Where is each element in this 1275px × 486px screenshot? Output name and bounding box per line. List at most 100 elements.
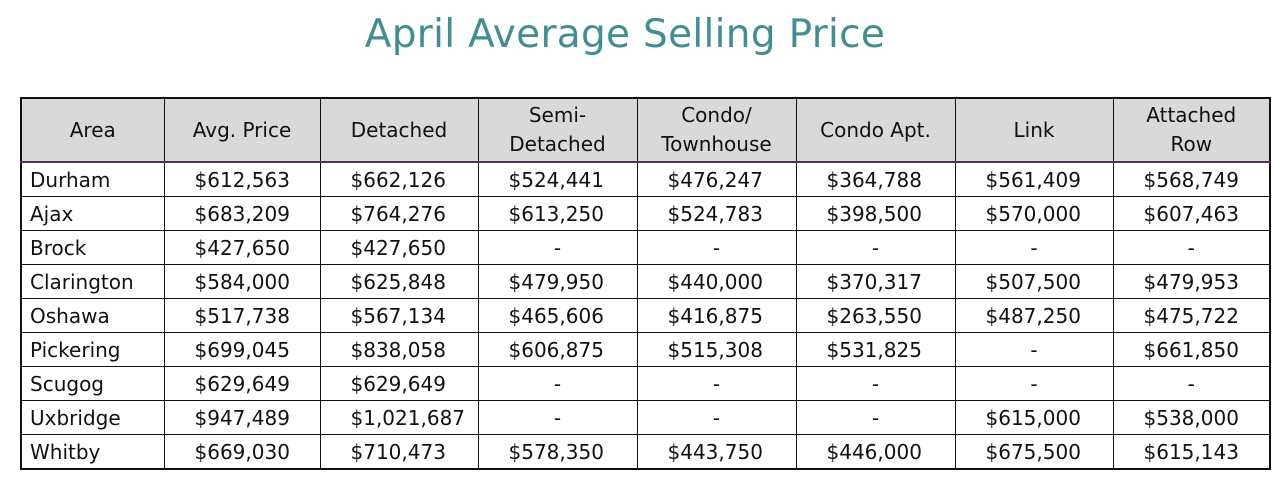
price-cell: $567,134: [319, 298, 479, 333]
price-cell: $669,030: [163, 434, 321, 470]
area-cell: Scugog: [20, 366, 165, 401]
price-cell: $479,950: [477, 264, 638, 299]
price-cell: $764,276: [319, 196, 479, 231]
table-row: Brock $427,650 $427,650- - - - -: [20, 230, 1271, 265]
area-cell: Oshawa: [20, 298, 165, 333]
price-cell: $427,650: [319, 230, 479, 265]
empty-value-cell: -: [795, 400, 956, 435]
table-row: Uxbridge $947,489 $1,021,687- - - $615,000 $53…: [20, 400, 1271, 435]
price-cell: $465,606: [477, 298, 638, 333]
table-row: Durham $612,563 $662,126 $524,441 $476,247 $3…: [20, 161, 1271, 197]
price-cell: $629,649: [163, 366, 321, 401]
column-header: Detached: [319, 97, 479, 163]
empty-value-cell: -: [795, 366, 956, 401]
price-cell: $615,143: [1112, 434, 1271, 470]
empty-value-cell: -: [954, 230, 1114, 265]
column-header: Semi- Detached: [477, 97, 638, 163]
table-row: Ajax $683,209 $764,276 $613,250 $524,783 $398…: [20, 196, 1271, 231]
price-cell: $446,000: [795, 434, 956, 470]
price-cell: $370,317: [795, 264, 956, 299]
column-header-label: Attached: [1146, 103, 1237, 127]
table-header: Area Avg. Price Detached Semi- Detached Condo…: [20, 97, 1271, 163]
column-header-label: Avg. Price: [192, 117, 292, 142]
empty-value-cell: -: [477, 230, 638, 265]
empty-value-cell: -: [636, 400, 797, 435]
table-body: Durham $612,563 $662,126 $524,441 $476,247 $3…: [20, 161, 1271, 470]
table-row: Whitby $669,030 $710,473 $578,350 $443,750 $4…: [20, 434, 1271, 470]
price-cell: $570,000: [954, 196, 1114, 231]
price-cell: $615,000: [954, 400, 1114, 435]
column-header-label: Townhouse: [661, 132, 772, 156]
area-cell: Clarington: [20, 264, 165, 299]
column-header-label: Condo Apt.: [820, 117, 931, 142]
price-cell: $568,749: [1112, 161, 1271, 197]
empty-value-cell: -: [954, 332, 1114, 367]
column-header: Attached Row: [1112, 97, 1271, 163]
column-header-label: Area: [69, 117, 116, 142]
price-cell: $607,463: [1112, 196, 1271, 231]
empty-value-cell: -: [477, 400, 638, 435]
empty-value-cell: -: [1112, 366, 1271, 401]
price-cell: $947,489: [163, 400, 321, 435]
price-cell: $838,058: [319, 332, 479, 367]
area-cell: Whitby: [20, 434, 165, 470]
price-cell: $531,825: [795, 332, 956, 367]
price-cell: $675,500: [954, 434, 1114, 470]
price-cell: $476,247: [636, 161, 797, 197]
price-cell: $524,441: [477, 161, 638, 197]
price-table: Area Avg. Price Detached Semi- Detached Condo…: [20, 97, 1271, 470]
price-cell: $710,473: [319, 434, 479, 470]
empty-value-cell: -: [636, 366, 797, 401]
area-cell: Brock: [20, 230, 165, 265]
price-cell: $625,848: [319, 264, 479, 299]
area-cell: Ajax: [20, 196, 165, 231]
table-row: Oshawa $517,738 $567,134 $465,606 $416,875 $2…: [20, 298, 1271, 333]
empty-value-cell: -: [477, 366, 638, 401]
price-cell: $416,875: [636, 298, 797, 333]
empty-value-cell: -: [1112, 230, 1271, 265]
price-cell: $440,000: [636, 264, 797, 299]
area-cell: Durham: [20, 161, 165, 197]
price-cell: $538,000: [1112, 400, 1271, 435]
price-cell: $427,650: [163, 230, 321, 265]
area-cell: Pickering: [20, 332, 165, 367]
empty-value-cell: -: [795, 230, 956, 265]
column-header: Condo/Townhouse: [636, 97, 797, 163]
column-header-label: Condo/: [681, 103, 752, 127]
price-cell: $613,250: [477, 196, 638, 231]
area-cell: Uxbridge: [20, 400, 165, 435]
price-cell: $507,500: [954, 264, 1114, 299]
table-row: Pickering $699,045 $838,058 $606,875 $515,30…: [20, 332, 1271, 367]
price-cell: $584,000: [163, 264, 321, 299]
price-cell: $683,209: [163, 196, 321, 231]
empty-value-cell: -: [636, 230, 797, 265]
column-header: Avg. Price: [163, 97, 321, 163]
column-header-label: Detached: [350, 117, 448, 142]
empty-value-cell: -: [954, 366, 1114, 401]
price-cell: $662,126: [319, 161, 479, 197]
table-row: Clarington $584,000 $625,848 $479,950 $440,0…: [20, 264, 1271, 299]
column-header-label: Link: [1013, 117, 1055, 142]
column-header: Link: [954, 97, 1114, 163]
price-cell: $661,850: [1112, 332, 1271, 367]
header-row: Area Avg. Price Detached Semi- Detached Condo…: [20, 97, 1271, 163]
column-header: Condo Apt.: [795, 97, 956, 163]
price-cell: $699,045: [163, 332, 321, 367]
page-title: April Average Selling Price: [364, 12, 886, 57]
price-cell: $629,649: [319, 366, 479, 401]
price-cell: $443,750: [636, 434, 797, 470]
column-header-label: Row: [1170, 132, 1213, 156]
price-cell: $263,550: [795, 298, 956, 333]
price-cell: $475,722: [1112, 298, 1271, 333]
column-header-label: Semi-: [528, 103, 587, 127]
price-cell: $606,875: [477, 332, 638, 367]
column-header: Area: [20, 97, 165, 163]
price-cell: $561,409: [954, 161, 1114, 197]
price-cell: $515,308: [636, 332, 797, 367]
table-row: Scugog $629,649 $629,649- - - - -: [20, 366, 1271, 401]
price-cell: $524,783: [636, 196, 797, 231]
price-cell: $612,563: [163, 161, 321, 197]
column-header-label: Detached: [509, 132, 606, 156]
price-cell: $487,250: [954, 298, 1114, 333]
price-cell: $364,788: [795, 161, 956, 197]
